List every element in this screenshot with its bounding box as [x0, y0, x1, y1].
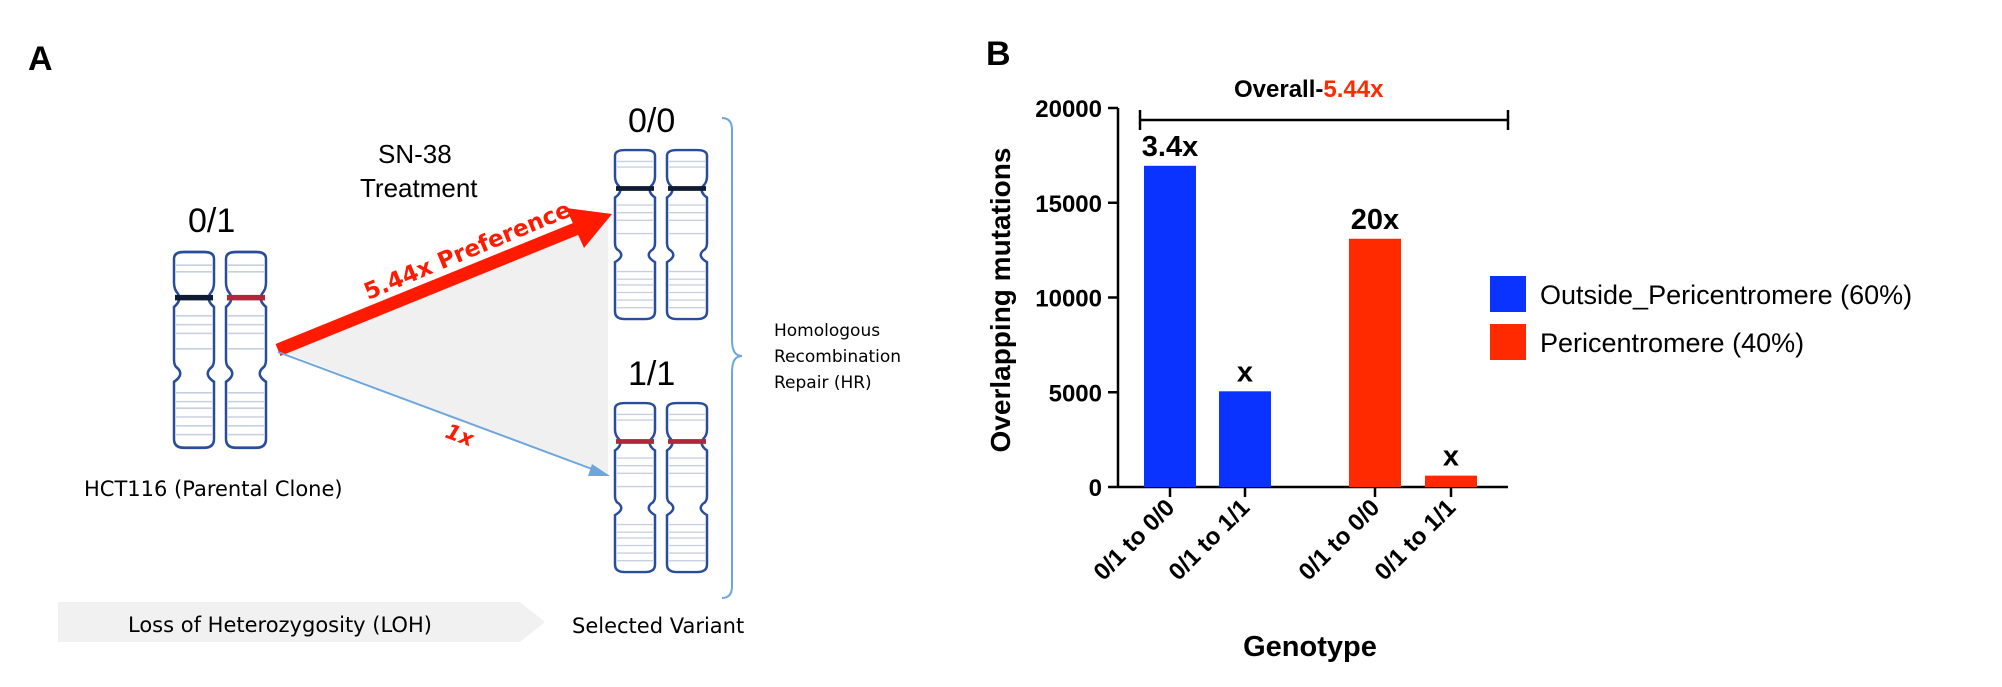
hr-line3: Repair (HR): [774, 373, 872, 393]
y-tick-label: 10000: [1035, 286, 1102, 313]
variant-00-chromosome-left: [613, 148, 657, 321]
red-band: [616, 439, 654, 444]
y-tick-label: 20000: [1035, 96, 1102, 123]
bar-annotation: x: [1237, 356, 1253, 388]
bar-annotation: 20x: [1351, 204, 1399, 236]
legend-swatch: [1490, 324, 1526, 360]
parental-genotype: 0/1: [188, 202, 235, 240]
panel-b-label: B: [986, 35, 1011, 73]
loh-label: Loss of Heterozygosity (LOH): [128, 613, 432, 637]
variant-bottom-genotype: 1/1: [628, 355, 675, 393]
overall-bracket: [1138, 110, 1510, 130]
parental-chromosome-left: [172, 250, 216, 450]
y-tick-label: 5000: [1049, 380, 1102, 407]
panel-a-label: A: [28, 40, 53, 78]
dark-band: [616, 186, 654, 191]
variant-11-chromosome-left: [613, 401, 657, 574]
y-tick-label: 0: [1089, 475, 1102, 502]
parental-label: HCT116 (Parental Clone): [84, 477, 343, 501]
bar: [1144, 165, 1196, 488]
treatment-line2: Treatment: [360, 173, 478, 203]
bar-chart: 0 5000 10000 15000 20000 3.4x 0/1 to 0/0 x 0/1 t…: [985, 96, 1508, 663]
bar: [1219, 391, 1271, 487]
preference-arrow: [275, 208, 612, 357]
overall-value: 5.44x: [1323, 76, 1384, 103]
dark-band: [175, 294, 213, 301]
bar-annotation: 3.4x: [1142, 131, 1198, 163]
panel-b: B Overall-5.44x 0 5000 10000 15000 20000 3.4x…: [985, 35, 1912, 663]
variant-11-chromosome-right: [665, 401, 709, 574]
bar-annotation: x: [1443, 441, 1459, 473]
selection-triangle: [278, 212, 608, 475]
dark-band: [668, 186, 706, 191]
loh-banner: [58, 602, 545, 642]
x-axis-title: Genotype: [1243, 631, 1377, 663]
bar: [1349, 238, 1401, 487]
x-tick-label: 0/1 to 1/1: [1370, 494, 1462, 586]
legend-swatch: [1490, 276, 1526, 312]
overall-annotation: Overall-5.44x: [1234, 76, 1384, 103]
legend-label: Outside_Pericentromere (60%): [1540, 280, 1912, 310]
parental-chromosome-right: [224, 250, 268, 450]
variant-00-chromosome-right: [665, 148, 709, 321]
baseline-arrow: [277, 351, 610, 476]
x-tick-label: 0/1 to 1/1: [1164, 494, 1256, 586]
x-tick-label: 0/1 to 0/0: [1089, 494, 1181, 586]
bar: [1425, 475, 1477, 487]
overall-prefix: Overall-: [1234, 76, 1323, 103]
variant-top-genotype: 0/0: [628, 102, 675, 140]
legend: Outside_Pericentromere (60%) Pericentrome…: [1490, 276, 1912, 360]
y-tick-label: 15000: [1035, 191, 1102, 218]
hr-line1: Homologous: [774, 321, 880, 341]
treatment-line1: SN-38: [378, 139, 452, 169]
hr-line2: Recombination: [774, 347, 901, 367]
hr-bracket: [721, 117, 743, 599]
x-tick-label: 0/1 to 0/0: [1294, 494, 1386, 586]
panel-a: A Loss of Heterozygosity (LOH) 0/1 HCT11…: [28, 40, 901, 642]
y-axis-title: Overlapping mutations: [985, 148, 1016, 453]
legend-label: Pericentromere (40%): [1540, 328, 1804, 358]
red-band: [668, 439, 706, 444]
red-band: [227, 294, 265, 301]
selected-label: Selected Variant: [572, 614, 744, 638]
